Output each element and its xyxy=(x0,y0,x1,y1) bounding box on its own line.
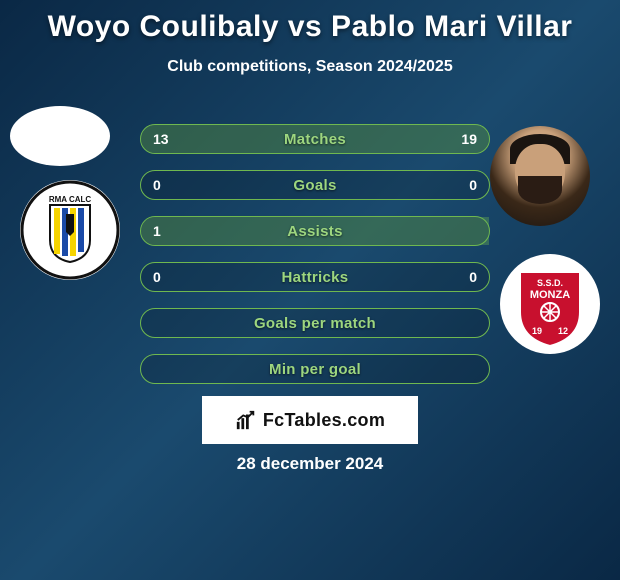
stat-label: Hattricks xyxy=(282,269,349,286)
player2-avatar xyxy=(490,126,590,226)
svg-text:S.S.D.: S.S.D. xyxy=(537,278,563,288)
stat-value-left: 1 xyxy=(153,223,161,239)
page-title: Woyo Coulibaly vs Pablo Mari Villar xyxy=(0,0,620,44)
stat-value-left: 0 xyxy=(153,177,161,193)
stat-label: Min per goal xyxy=(269,361,361,378)
stat-value-left: 13 xyxy=(153,131,169,147)
stats-container: 13 19 Matches 0 0 Goals 1 Assists 0 0 Hattricks Goa… xyxy=(140,124,490,400)
stat-value-right: 0 xyxy=(469,177,477,193)
svg-text:RMA CALC: RMA CALC xyxy=(49,195,92,204)
svg-text:19: 19 xyxy=(532,326,542,336)
brand-icon xyxy=(235,409,257,431)
stat-label: Goals xyxy=(293,177,336,194)
club2-logo: S.S.D. MONZA 19 12 xyxy=(500,254,600,354)
stat-row: 0 0 Hattricks xyxy=(140,262,490,292)
club1-logo: RMA CALC xyxy=(20,180,120,280)
date-text: 28 december 2024 xyxy=(0,454,620,474)
stat-value-right: 0 xyxy=(469,269,477,285)
brand-box[interactable]: FcTables.com xyxy=(202,396,418,444)
stat-row: Min per goal xyxy=(140,354,490,384)
stat-row: Goals per match xyxy=(140,308,490,338)
stat-row: 13 19 Matches xyxy=(140,124,490,154)
subtitle: Club competitions, Season 2024/2025 xyxy=(0,58,620,76)
brand-text: FcTables.com xyxy=(263,410,385,431)
svg-text:12: 12 xyxy=(558,326,568,336)
stat-label: Assists xyxy=(287,223,342,240)
stat-value-left: 0 xyxy=(153,269,161,285)
stat-row: 0 0 Goals xyxy=(140,170,490,200)
stat-label: Matches xyxy=(284,131,346,148)
stat-value-right: 19 xyxy=(461,131,477,147)
club2-name-text: MONZA xyxy=(530,289,570,301)
stat-label: Goals per match xyxy=(254,315,376,332)
player1-avatar xyxy=(10,106,110,166)
stat-row: 1 Assists xyxy=(140,216,490,246)
